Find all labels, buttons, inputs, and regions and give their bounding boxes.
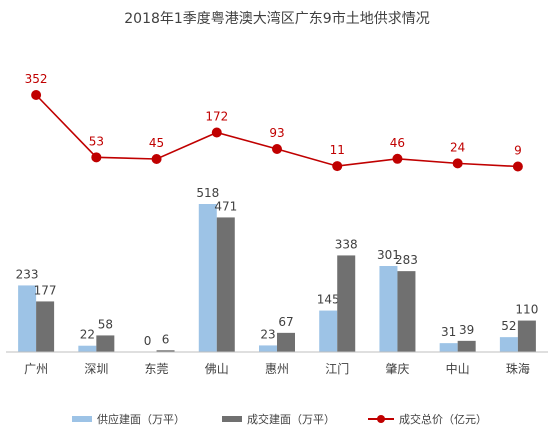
data-label-deal-area: 283 xyxy=(395,253,418,267)
legend-label-deal-area: 成交建面（万平） xyxy=(247,412,335,426)
legend-label-deal-price: 成交总价（亿元） xyxy=(399,412,487,426)
bar-deal-area xyxy=(216,217,235,352)
data-label-supply: 23 xyxy=(260,327,275,341)
category-labels: 广州 深圳 东莞 佛山 惠州 江门 肇庆 中山 珠海 xyxy=(24,361,530,376)
data-label-deal-area: 67 xyxy=(278,315,293,329)
bar-deal-area xyxy=(337,255,356,352)
legend-swatch-deal-area xyxy=(222,416,242,422)
bar-deal-area xyxy=(156,350,175,352)
point-deal-price xyxy=(151,153,162,164)
bar-deal-area xyxy=(277,332,295,352)
category-label: 惠州 xyxy=(265,362,289,376)
legend: 供应建面（万平） 成交建面（万平） 成交总价（亿元） xyxy=(72,412,487,426)
data-label-deal-area: 39 xyxy=(459,323,474,337)
bar-supply xyxy=(379,266,398,352)
line-layer: 352 53 45 172 93 11 46 24 9 xyxy=(25,72,523,172)
legend-swatch-supply xyxy=(72,416,92,422)
legend-label-supply: 供应建面（万平） xyxy=(97,412,185,426)
chart-title: 2018年1季度粤港澳大湾区广东9市土地供求情况 xyxy=(124,10,429,27)
point-deal-price xyxy=(91,152,102,163)
legend-swatch-deal-price-marker xyxy=(377,415,385,423)
bar-supply xyxy=(439,343,458,352)
data-label-supply: 301 xyxy=(377,248,400,262)
data-label-deal-price: 24 xyxy=(450,140,465,154)
data-label-deal-price: 93 xyxy=(269,126,284,140)
bar-deal-area xyxy=(397,271,416,352)
data-label-deal-area: 471 xyxy=(214,199,237,213)
data-label-supply: 518 xyxy=(196,186,219,200)
bar-deal-area xyxy=(457,340,476,352)
data-label-deal-area: 177 xyxy=(34,283,57,297)
category-label: 肇庆 xyxy=(385,361,409,376)
bar-supply xyxy=(259,345,277,352)
category-label: 珠海 xyxy=(506,361,530,376)
point-deal-price xyxy=(392,153,403,164)
category-label: 东莞 xyxy=(145,362,169,376)
category-label: 中山 xyxy=(446,361,470,376)
data-label-deal-area: 6 xyxy=(162,332,170,346)
point-deal-price xyxy=(452,158,463,169)
bar-supply xyxy=(18,285,37,352)
data-label-deal-price: 172 xyxy=(205,110,228,124)
bar-supply xyxy=(499,337,518,352)
category-label: 佛山 xyxy=(205,362,229,376)
bar-deal-area xyxy=(36,301,55,352)
bar-supply xyxy=(319,310,338,352)
bar-supply xyxy=(78,345,97,352)
point-deal-price xyxy=(272,143,282,154)
data-label-supply: 52 xyxy=(501,319,516,333)
data-label-supply: 233 xyxy=(16,267,39,281)
data-label-deal-price: 46 xyxy=(390,136,405,150)
data-label-deal-price: 45 xyxy=(149,136,164,150)
category-label: 江门 xyxy=(325,361,349,376)
data-label-supply: 145 xyxy=(317,293,340,307)
data-label-deal-price: 9 xyxy=(514,144,522,158)
point-deal-price xyxy=(512,161,523,172)
point-deal-price xyxy=(211,127,222,138)
bar-deal-area xyxy=(517,320,536,352)
data-label-deal-price: 11 xyxy=(330,143,345,157)
data-label-deal-price: 53 xyxy=(89,134,104,148)
data-label-supply: 0 xyxy=(144,334,152,348)
bar-supply xyxy=(198,204,217,352)
category-label: 广州 xyxy=(24,362,48,376)
data-label-deal-area: 110 xyxy=(515,303,538,317)
data-label-deal-area: 338 xyxy=(335,237,358,251)
bar-deal-area xyxy=(96,335,115,352)
data-label-deal-price: 352 xyxy=(25,72,48,86)
point-deal-price xyxy=(332,161,343,172)
data-label-deal-area: 58 xyxy=(98,317,113,331)
data-label-supply: 31 xyxy=(441,325,456,339)
data-label-supply: 22 xyxy=(80,328,95,342)
category-label: 深圳 xyxy=(84,362,108,376)
point-deal-price xyxy=(31,90,42,100)
